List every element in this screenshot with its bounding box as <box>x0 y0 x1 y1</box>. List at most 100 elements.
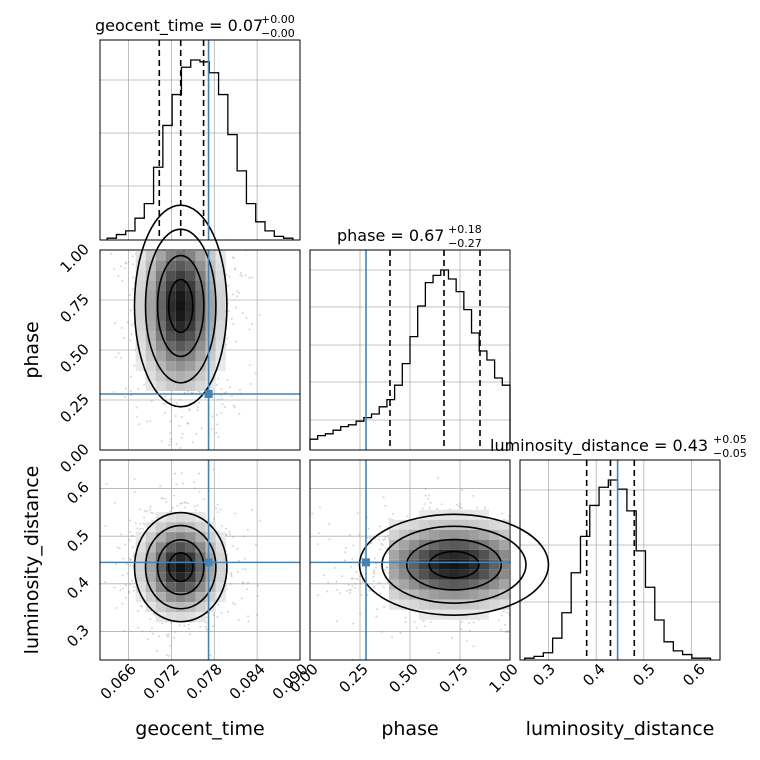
posterior-sample <box>193 481 196 484</box>
density-bin <box>489 579 499 590</box>
posterior-sample <box>242 582 245 585</box>
density-bin <box>205 582 216 593</box>
posterior-sample <box>327 581 330 584</box>
posterior-sample <box>150 511 153 514</box>
posterior-sample <box>122 336 125 339</box>
density-bin <box>429 519 439 530</box>
xlabel-phase: phase <box>381 718 438 740</box>
posterior-sample <box>328 523 331 526</box>
posterior-sample <box>234 268 237 271</box>
posterior-sample <box>165 653 168 656</box>
posterior-sample <box>139 508 142 511</box>
posterior-sample <box>156 649 159 652</box>
posterior-sample <box>167 654 170 657</box>
posterior-sample <box>450 636 453 639</box>
posterior-sample <box>141 528 144 531</box>
posterior-sample <box>123 629 126 632</box>
density-bin <box>215 592 226 603</box>
posterior-sample <box>120 533 123 536</box>
posterior-sample <box>458 505 461 508</box>
posterior-sample <box>472 494 475 497</box>
density-bin <box>389 579 399 590</box>
posterior-sample <box>172 494 175 497</box>
posterior-sample <box>130 324 133 327</box>
density-contour <box>358 513 550 616</box>
density-bin <box>479 559 489 570</box>
density-bin <box>389 529 399 540</box>
density-bin <box>165 371 176 381</box>
posterior-sample <box>380 542 383 545</box>
posterior-sample <box>351 584 354 587</box>
density-bin <box>489 559 499 570</box>
density-bin <box>195 311 206 321</box>
posterior-sample <box>250 276 253 279</box>
posterior-sample <box>391 636 394 639</box>
posterior-sample <box>384 504 387 507</box>
posterior-sample <box>247 581 250 584</box>
density-bin <box>145 361 156 371</box>
density-bin <box>155 281 166 291</box>
density-bin <box>215 301 226 311</box>
posterior-sample <box>169 440 172 443</box>
density-bin <box>165 261 176 271</box>
density-bin <box>155 271 166 281</box>
xtick-phase-3: 0.75 <box>435 660 471 696</box>
posterior-sample <box>216 530 219 533</box>
density-bin <box>155 572 166 583</box>
posterior-sample <box>241 581 244 584</box>
posterior-sample <box>340 575 343 578</box>
posterior-sample <box>121 574 124 577</box>
density-bin <box>145 562 156 573</box>
posterior-sample <box>179 446 182 449</box>
posterior-sample <box>124 387 127 390</box>
density-bin <box>479 589 489 600</box>
density-bin <box>165 271 176 281</box>
posterior-sample <box>243 535 246 538</box>
density-bin <box>165 562 176 573</box>
posterior-sample <box>141 605 144 608</box>
density-bin <box>195 301 206 311</box>
posterior-sample <box>381 544 384 547</box>
posterior-sample <box>187 422 190 425</box>
posterior-sample <box>139 604 142 607</box>
density-bin <box>489 589 499 600</box>
posterior-sample <box>436 507 439 510</box>
posterior-sample <box>124 261 127 264</box>
posterior-sample <box>437 651 440 654</box>
posterior-sample <box>354 577 357 580</box>
density-bin <box>195 582 206 593</box>
posterior-sample <box>348 533 351 536</box>
posterior-sample <box>217 603 220 606</box>
posterior-sample <box>244 274 247 277</box>
posterior-sample <box>220 412 223 415</box>
posterior-sample <box>219 509 222 512</box>
posterior-sample <box>241 567 244 570</box>
density-bin <box>469 569 479 580</box>
density-bin <box>419 519 429 530</box>
posterior-sample <box>227 310 230 313</box>
posterior-sample <box>124 395 127 398</box>
posterior-sample <box>360 593 363 596</box>
posterior-sample <box>465 639 468 642</box>
density-bin <box>409 589 419 600</box>
density-bin <box>205 371 216 381</box>
density-bin <box>135 361 146 371</box>
density-bin <box>409 529 419 540</box>
posterior-sample <box>134 521 137 524</box>
density-bin <box>195 351 206 361</box>
posterior-sample <box>502 610 505 613</box>
posterior-sample <box>355 571 358 574</box>
density-bin <box>185 572 196 583</box>
posterior-sample <box>131 534 134 537</box>
density-bin <box>479 549 489 560</box>
density-bin <box>145 301 156 311</box>
posterior-sample <box>129 558 132 561</box>
density-bin <box>135 301 146 311</box>
density-bin <box>459 579 469 590</box>
density-layer <box>104 204 550 661</box>
ytick-phase-2: 0.50 <box>56 340 92 376</box>
density-bin <box>429 559 439 570</box>
density-bin <box>185 351 196 361</box>
posterior-sample <box>126 321 129 324</box>
density-bin <box>399 529 409 540</box>
